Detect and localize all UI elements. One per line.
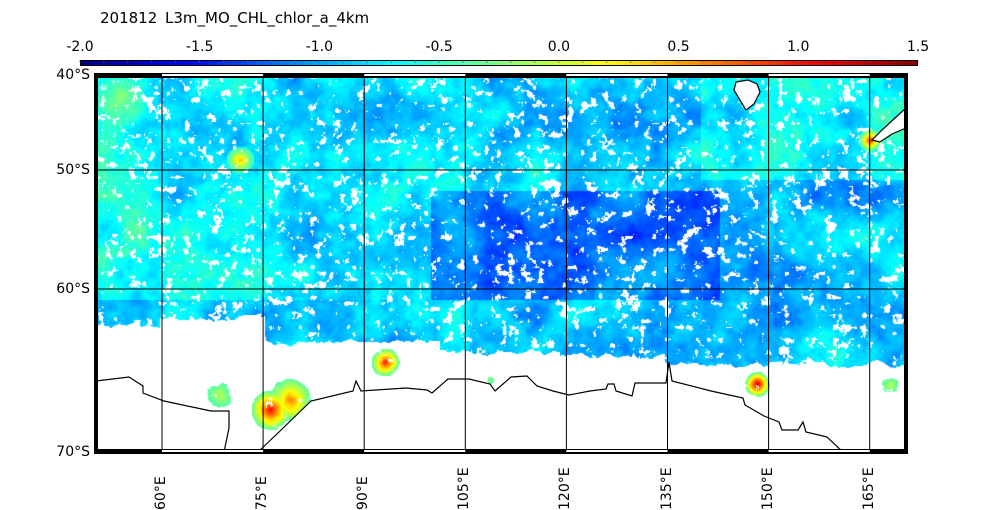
lat-tick-label: 60°S xyxy=(56,281,90,297)
lat-tick-label: 40°S xyxy=(56,67,90,83)
colorbar-tick-label: -2.0 xyxy=(66,39,94,55)
map-frame-segment xyxy=(566,74,668,76)
map-frame-segment xyxy=(162,450,264,452)
map-frame-segment xyxy=(364,450,466,452)
colorbar-tick-label: -1.0 xyxy=(305,39,334,55)
map-frame-bottom xyxy=(94,449,908,454)
map-frame-right xyxy=(904,73,908,454)
colorbar-tick-label: 0.5 xyxy=(667,39,690,55)
lat-tick-label: 50°S xyxy=(56,162,90,178)
colorbar-tick-label: 0.0 xyxy=(547,39,570,55)
colorbar xyxy=(80,60,918,66)
colorbar-tick-label: -1.5 xyxy=(186,39,214,55)
map-product-title: L3m_MO_CHL_chlor_a_4km xyxy=(165,9,370,27)
colorbar-tick-label: -0.5 xyxy=(425,39,453,55)
map-frame-segment xyxy=(162,74,264,76)
colorbar-tick-label: 1.5 xyxy=(906,39,930,55)
map-date: 201812 xyxy=(100,9,158,27)
map-frame-segment xyxy=(768,450,870,452)
map-frame-segment xyxy=(768,74,870,76)
map-frame-left xyxy=(94,73,98,454)
map-frame-top xyxy=(94,73,908,78)
colorbar-tick-label: 1.0 xyxy=(787,39,810,55)
map-frame-segment xyxy=(566,450,668,452)
antarctica-coastline-east xyxy=(256,361,845,453)
new-zealand-landmass xyxy=(870,106,907,143)
lat-tick-label: 70°S xyxy=(56,444,90,460)
tasmania-landmass xyxy=(733,79,761,111)
map-frame-segment xyxy=(364,74,466,76)
